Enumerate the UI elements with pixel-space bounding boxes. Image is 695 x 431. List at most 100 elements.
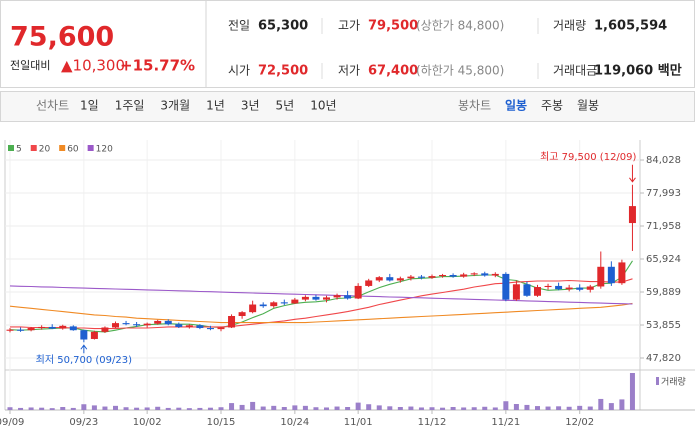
volume-bar [70,407,76,410]
volume-bar [39,407,45,410]
volume-bar [60,407,66,410]
tab[interactable]: 1일 [80,99,99,113]
candle-body [270,302,278,307]
legend-swatch [8,145,14,151]
tab[interactable]: 1년 [206,99,225,113]
tab[interactable]: 주봉 [541,99,563,113]
volume-bar [345,407,351,410]
volume-bar [186,408,192,410]
volume-bar [355,402,361,410]
candle-body [555,285,563,290]
volume-bar [123,407,129,410]
y-tick-label: 53,855 [646,320,681,331]
volume-bar [577,405,583,410]
candle-body [417,276,425,278]
x-tick-label: 10/24 [280,417,309,428]
y-tick-label: 84,028 [646,155,681,166]
candle-body [69,326,77,331]
candle-body [544,285,552,288]
volume-bar [535,406,540,410]
volume-legend-label: 거래량 [661,376,686,388]
stat-label: 시가 [228,64,250,78]
volume-bar [471,407,477,410]
volume-bar [461,407,467,410]
volume-bar [608,403,614,410]
x-tick-label: 11/12 [418,417,447,428]
stat-value: 65,300 [258,19,308,34]
candle-body [491,273,499,276]
y-tick-label: 59,889 [646,287,681,298]
volume-bar [429,407,435,410]
candle-body [576,287,584,290]
candle-body [481,273,489,276]
volume-bar [239,404,245,410]
volume-bar [366,404,372,410]
volume-bar [566,406,572,410]
volume-bar [503,401,509,410]
volume-bar [440,407,446,410]
x-tick-label: 09/23 [69,417,98,428]
candle-body [428,276,436,278]
stat-note: (상한가 84,800) [416,19,504,33]
candle-body [196,325,204,329]
high-annotation: 최고 79,500 (12/09) [540,151,636,163]
candle-body [17,329,25,331]
high-arrow [629,164,636,183]
volume-bar [292,405,298,410]
volume-bar [18,407,24,410]
tab[interactable]: 10년 [310,99,336,113]
candle-body [534,287,541,296]
volume-bar [218,407,224,410]
volume-bar [250,401,256,410]
tab[interactable]: 5년 [276,99,295,113]
legend-swatch [30,145,37,151]
tab[interactable]: 일봉 [505,99,527,113]
volume-bar [397,407,403,410]
x-tick-label: 09/09 [0,417,24,428]
volume-bar [408,406,414,410]
tab-group-label: 선차트 [36,99,69,113]
volume-bar [49,408,55,410]
candle-body [206,328,214,330]
tab[interactable]: 3개월 [160,99,190,113]
low-annotation: 최저 50,700 (09/23) [36,354,132,366]
volume-bar [197,407,203,410]
stat-value: 1,605,594 [594,19,667,34]
candle-body [333,295,341,298]
candle-body [6,329,14,331]
candle-body [133,324,141,326]
volume-bar [281,407,287,410]
volume-bar [545,406,551,410]
candle-body [154,320,162,324]
current-price: 75,600 [10,22,114,53]
volume-bar [324,407,329,410]
volume-bar [260,406,266,410]
volume-bar [387,406,393,410]
x-tick-label: 11/21 [491,417,520,428]
stat-label: 거래대금 [553,64,597,78]
tab-group-label: 봉차트 [458,99,491,113]
candle-body [344,295,352,299]
candle-body [375,277,383,281]
volume-bar [91,405,97,410]
stat-label: 거래량 [553,19,586,33]
tab[interactable]: 3년 [241,99,260,113]
tab[interactable]: 월봉 [577,99,599,113]
stat-value: 67,400 [368,64,418,79]
moving-average-line [10,278,633,330]
volume-bar [482,406,488,410]
stat-value: 119,060 백만 [594,63,682,79]
tab[interactable]: 1주일 [115,99,145,113]
low-arrow [80,344,88,354]
change-rate: +15.77% [120,57,195,75]
candle-body [460,274,468,277]
volume-bar [492,407,498,410]
moving-average-line [9,285,633,305]
candle-body [112,323,119,328]
x-tick-label: 11/01 [344,417,373,428]
change-amount: ▲10,300 [61,57,125,75]
candle-body [175,324,183,327]
volume-bar [418,407,424,410]
stat-note: (하한가 45,800) [416,64,504,78]
candle-body [301,296,309,300]
